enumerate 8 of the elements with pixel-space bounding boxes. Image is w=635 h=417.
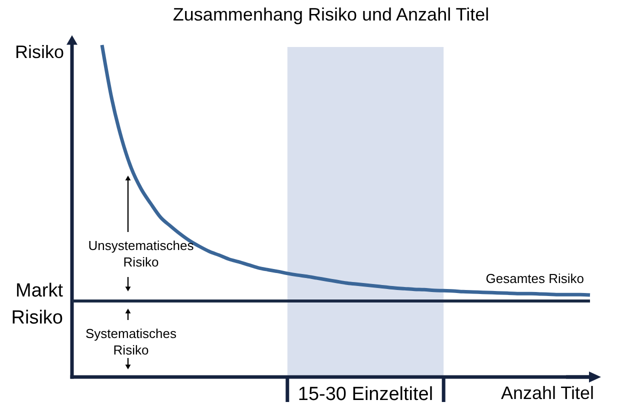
ref-line-label: Markt Risiko: [11, 280, 64, 328]
annotation: Unsystematisches Risiko: [88, 238, 194, 270]
series-label: Gesamtes Risiko: [486, 270, 584, 286]
annotation: Systematisches Risiko: [85, 326, 178, 358]
y-axis-title: Risiko: [14, 42, 64, 62]
x-axis-title: Anzahl Titel: [500, 383, 594, 403]
chart-title: Zusammenhang Risiko und Anzahl Titel: [172, 4, 490, 24]
text: 15-30 Einzeltitel: [298, 384, 434, 405]
